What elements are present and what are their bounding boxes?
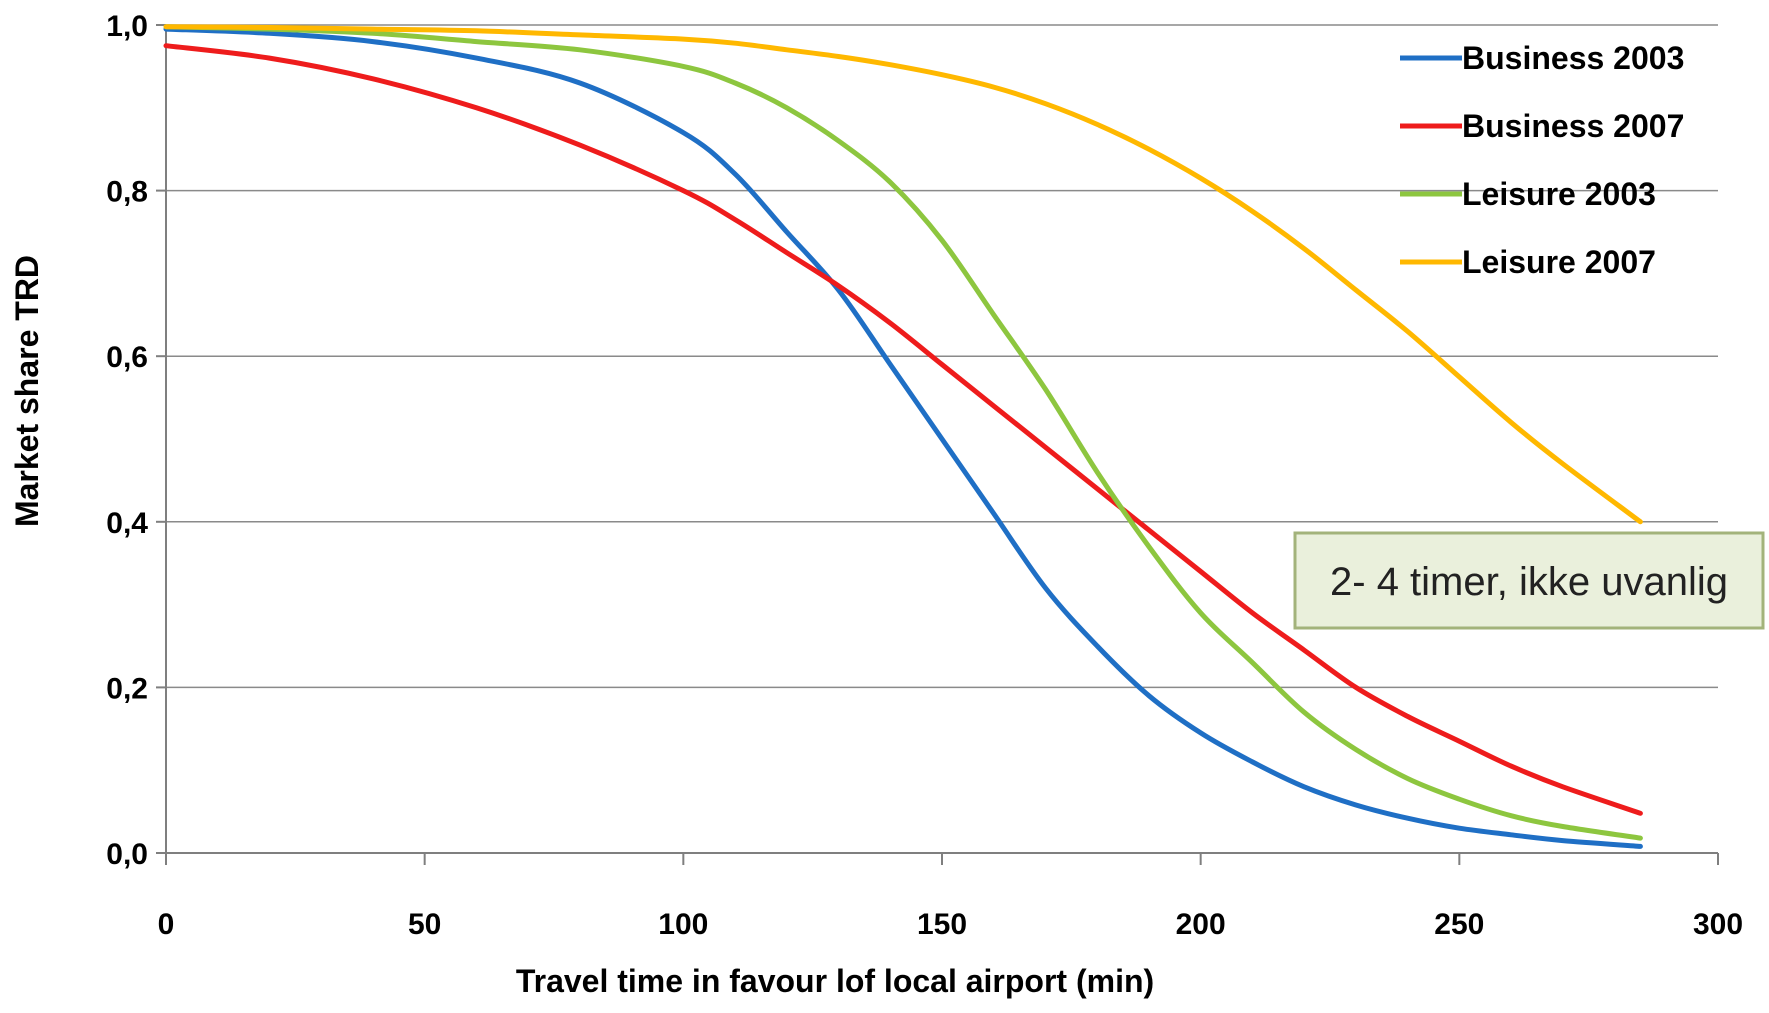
series-line-leisure-2003: [163, 24, 1643, 841]
y-tick-label-2: 0,4: [106, 507, 148, 540]
legend-item-business-2007: Business 2007: [1400, 108, 1684, 144]
legend-item-leisure-2007: Leisure 2007: [1400, 244, 1656, 280]
y-tick-label-0: 0,0: [106, 838, 148, 871]
x-tick-labels: 0 50 100 150 200 250 300: [158, 908, 1743, 941]
x-tick-label-4: 200: [1176, 908, 1226, 941]
legend: Business 2003 Business 2007 Leisure 2003 Le…: [1400, 40, 1684, 280]
annotation-box: 2- 4 timer, ikke uvanlig: [1293, 531, 1765, 630]
series-line-business-2003: [163, 26, 1643, 849]
x-tick-label-1: 50: [408, 908, 441, 941]
y-tick-label-1: 0,2: [106, 672, 148, 705]
series-line-business-2007: [163, 43, 1643, 816]
x-axis-title: Travel time in favour lof local airport …: [516, 963, 1154, 999]
series-line-leisure-2007: [163, 24, 1643, 525]
legend-label-leisure-2007: Leisure 2007: [1462, 244, 1656, 280]
y-tick-labels: 0,0 0,2 0,4 0,6 0,8 1,0: [106, 10, 148, 871]
legend-item-business-2003: Business 2003: [1400, 40, 1684, 76]
gridlines: [166, 24, 1718, 689]
y-axis-title: Market share TRD: [9, 255, 45, 527]
y-tick-label-3: 0,6: [106, 341, 148, 374]
y-tick-label-5: 1,0: [106, 10, 148, 43]
annotation-text: 2- 4 timer, ikke uvanlig: [1330, 560, 1728, 604]
legend-item-leisure-2003: Leisure 2003: [1400, 176, 1656, 212]
legend-label-leisure-2003: Leisure 2003: [1462, 176, 1656, 212]
y-tick-label-4: 0,8: [106, 176, 148, 209]
x-tick-label-0: 0: [158, 908, 175, 941]
legend-label-business-2003: Business 2003: [1462, 40, 1684, 76]
x-tick-label-2: 100: [658, 908, 708, 941]
x-tick-label-5: 250: [1434, 908, 1484, 941]
series-lines: [163, 24, 1643, 849]
axes: [156, 24, 1719, 865]
x-tick-label-6: 300: [1693, 908, 1743, 941]
x-tick-label-3: 150: [917, 908, 967, 941]
annotation-box-background: [1293, 531, 1765, 630]
legend-label-business-2007: Business 2007: [1462, 108, 1684, 144]
